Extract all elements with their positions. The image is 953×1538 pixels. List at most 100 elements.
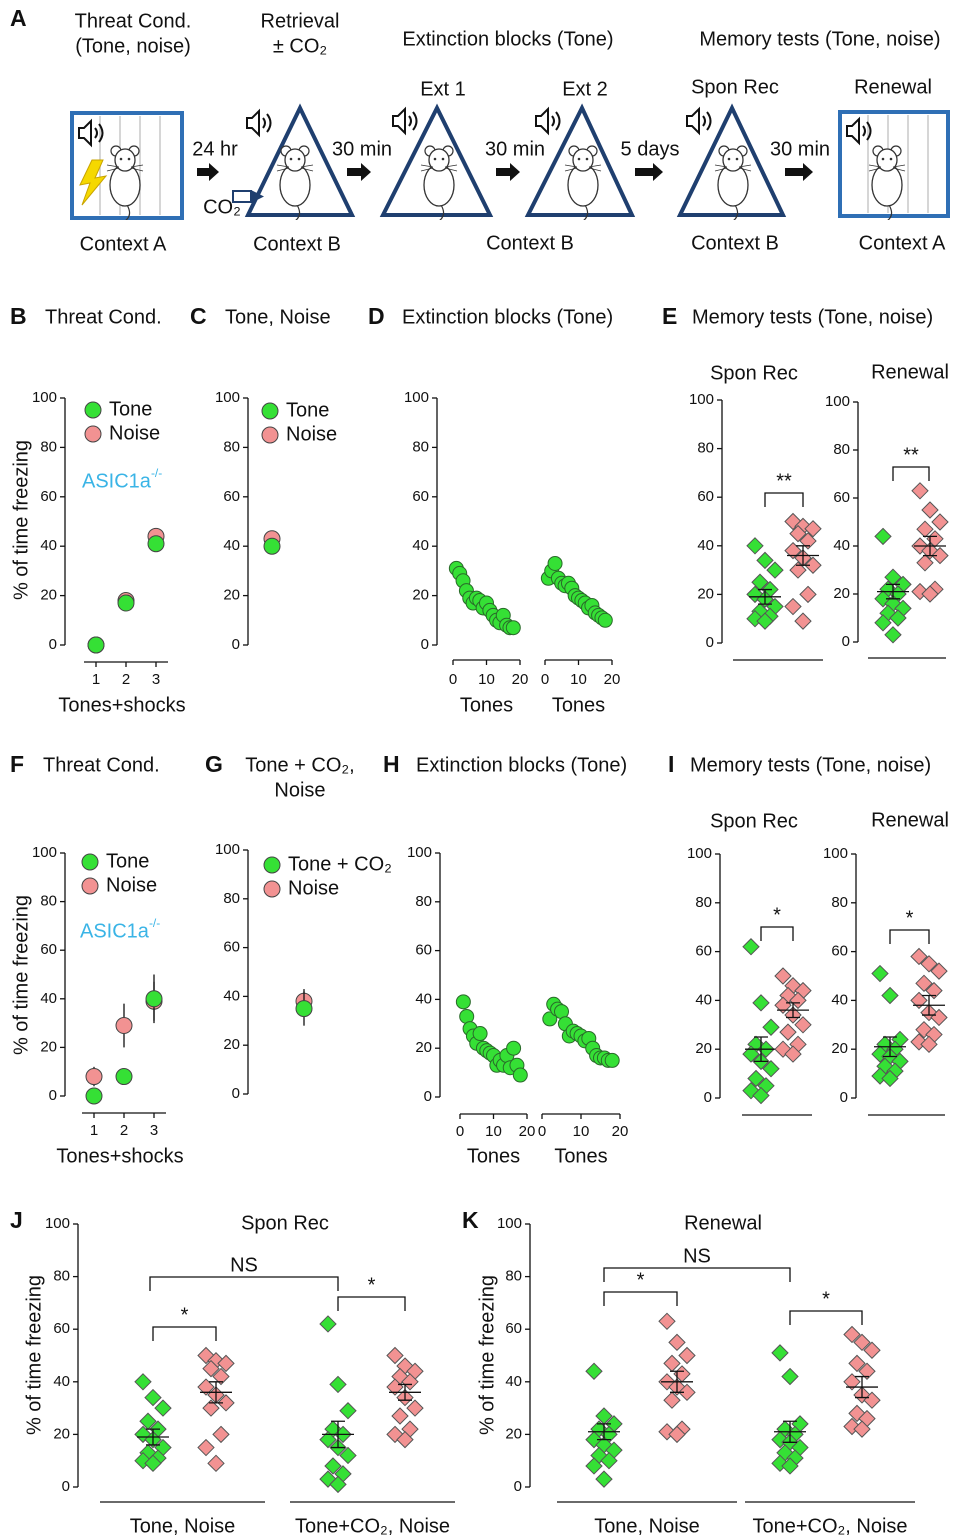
data-point	[595, 1470, 613, 1488]
legend-label: Tone	[106, 850, 149, 872]
legend-marker	[81, 853, 99, 871]
data-point	[916, 554, 934, 572]
data-point	[202, 1399, 220, 1417]
context: Context B	[486, 232, 574, 254]
data-point	[207, 1454, 225, 1473]
panel-label: F	[10, 751, 24, 777]
y-tick-label: 40	[831, 991, 848, 1008]
data-point	[319, 1430, 337, 1449]
data-point	[386, 1346, 404, 1365]
data-point	[916, 520, 934, 538]
legend-label: Noise	[288, 877, 339, 899]
gas-label: CO₂	[203, 196, 241, 218]
data-point	[115, 1068, 133, 1086]
significance-label: NS	[230, 1254, 258, 1276]
arrows	[197, 163, 813, 181]
y-tick-label: 80	[831, 894, 848, 911]
shape	[251, 190, 264, 203]
interval: 5 days	[621, 138, 680, 160]
data-point	[771, 1344, 789, 1362]
interval: 30 min	[770, 138, 830, 160]
panel-label: J	[10, 1207, 23, 1233]
data-point	[874, 527, 892, 546]
y-axis-label: % of time freezing	[10, 895, 32, 1055]
data-point	[512, 1067, 528, 1083]
y-tick-label: 80	[412, 438, 429, 455]
legend-marker	[84, 401, 102, 419]
data-point	[774, 967, 792, 985]
legend-label: Tone	[286, 399, 329, 421]
y-tick-label: 20	[40, 587, 57, 604]
y-axis-label: % of time freezing	[10, 440, 32, 600]
data-point	[144, 1454, 162, 1473]
sem-bar	[758, 588, 772, 605]
data-point	[911, 482, 929, 500]
y-tick-label: 100	[215, 389, 240, 406]
sem-bar	[597, 1423, 611, 1441]
data-point	[742, 1045, 760, 1063]
data-point	[751, 573, 769, 591]
annotation-superscript: -/-	[149, 916, 160, 930]
x-axis-label: Tones+shocks	[58, 694, 185, 716]
y-tick-label: 40	[695, 991, 712, 1008]
data-point	[212, 1425, 230, 1444]
y-tick-label: 100	[687, 845, 712, 862]
legend-marker	[263, 856, 281, 874]
y-axis-label: % of time freezing	[476, 1275, 498, 1435]
panel-label: D	[368, 303, 385, 329]
significance-label: *	[773, 904, 781, 926]
data-point	[87, 636, 105, 654]
data-point	[742, 938, 760, 956]
data-point	[930, 962, 948, 980]
data-point	[789, 991, 807, 1010]
panel-subtitle: Spon Rec	[241, 1212, 329, 1234]
panel-title: Tone + CO₂,	[245, 754, 354, 776]
data-point	[804, 520, 822, 538]
legend-label: Tone + CO₂	[288, 853, 392, 875]
data-point	[542, 1011, 558, 1027]
data-point	[794, 1016, 812, 1034]
legend-label: Noise	[106, 874, 157, 896]
x-tick-label: 20	[519, 1123, 536, 1140]
shape	[686, 108, 712, 134]
context: Context B	[691, 232, 779, 254]
shape	[496, 163, 520, 181]
y-tick-label: 60	[415, 942, 432, 959]
co2-tube	[232, 190, 264, 203]
data-point	[85, 1068, 103, 1086]
data-point	[881, 1069, 899, 1088]
data-point	[784, 1045, 802, 1063]
x-tick-label: 20	[604, 671, 621, 688]
y-tick-label: 100	[32, 844, 57, 861]
legend-marker	[261, 426, 279, 444]
y-tick-label: 80	[53, 1268, 70, 1285]
header: ± CO₂	[273, 35, 327, 57]
panel-title: Threat Cond.	[43, 754, 160, 776]
y-tick-label: 0	[704, 1089, 712, 1106]
x-tick-label: 1	[92, 671, 100, 688]
y-tick-label: 80	[223, 438, 240, 455]
significance-label: *	[181, 1304, 189, 1326]
y-tick-label: 40	[40, 537, 57, 554]
data-point	[154, 1399, 172, 1417]
data-point	[597, 612, 613, 628]
panel-title: Noise	[274, 779, 325, 801]
data-point	[145, 990, 163, 1008]
data-point	[920, 955, 938, 973]
legend-marker	[81, 877, 99, 895]
y-tick-label: 80	[505, 1268, 522, 1285]
panel-label: B	[10, 303, 27, 329]
y-tick-label: 40	[412, 537, 429, 554]
data-point	[115, 1017, 133, 1035]
y-tick-label: 60	[697, 488, 714, 505]
significance-bracket	[764, 492, 804, 507]
data-point	[910, 991, 928, 1010]
x-tick-label: 3	[152, 671, 160, 688]
data-point	[134, 1373, 152, 1391]
interval: 24 hr	[192, 138, 238, 160]
shape	[246, 110, 272, 136]
y-tick-label: 80	[697, 440, 714, 457]
x-tick-label: 0	[538, 1123, 546, 1140]
x-tick-label: 20	[512, 671, 529, 688]
